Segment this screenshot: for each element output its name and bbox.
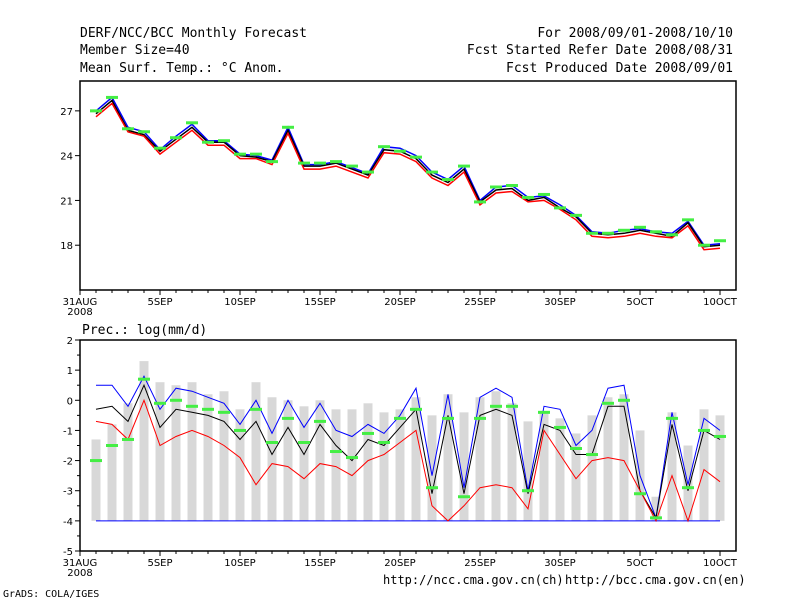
mean-line [95, 99, 721, 248]
ensemble-bar [411, 397, 421, 521]
ensemble-bar [571, 433, 581, 521]
produced-date: Fcst Produced Date 2008/09/01 [506, 61, 733, 76]
ncc-url[interactable]: http://ncc.cma.gov.cn(ch) [383, 573, 564, 587]
x-tick-label: 30SEP [544, 558, 575, 569]
ensemble-bar [395, 409, 405, 521]
ensemble-bar [267, 397, 277, 521]
ensemble-bar [715, 415, 725, 521]
ensemble-bar [299, 406, 309, 521]
member-size: Member Size=40 [80, 43, 190, 58]
x-tick-label: 5SEP [147, 297, 172, 308]
y-tick-label: 21 [60, 196, 73, 207]
y-tick-label: -1 [63, 426, 73, 437]
ensemble-bar [667, 412, 677, 521]
x-tick-label: 5OCT [626, 297, 654, 308]
ensemble-bar [443, 394, 453, 521]
y-tick-label: -2 [63, 457, 73, 468]
lower-line [95, 102, 721, 251]
lower-line [95, 398, 721, 523]
bcc-url[interactable]: http://bcc.cma.gov.cn(en) [565, 573, 746, 587]
ensemble-bar [363, 403, 373, 521]
ensemble-bar [331, 409, 341, 521]
x-tick-label: 20SEP [384, 297, 415, 308]
ensemble-bar [171, 385, 181, 521]
mean-line [95, 383, 721, 520]
ensemble-bar [315, 400, 325, 521]
temperature-panel [75, 80, 737, 295]
ensemble-bar [235, 409, 245, 521]
x-tick-label: 10SEP [224, 297, 255, 308]
ensemble-bar [587, 415, 597, 521]
x-tick-label: 15SEP [304, 297, 335, 308]
x-tick-label: 30SEP [544, 297, 575, 308]
x-tick-label: 20SEP [384, 558, 415, 569]
ensemble-bar [283, 400, 293, 521]
x-year-label: 2008 [67, 307, 92, 318]
x-tick-label: 10OCT [703, 297, 738, 308]
ensemble-bar [347, 409, 357, 521]
x-tick-label: 25SEP [464, 297, 495, 308]
upper-line [95, 96, 721, 246]
y-tick-label: -3 [63, 487, 73, 498]
plot-frame [79, 80, 737, 291]
chart-title: DERF/NCC/BCC Monthly Forecast [80, 26, 307, 41]
y-tick-label: 1 [67, 366, 73, 377]
ensemble-bar [219, 391, 229, 521]
x-tick-label: 31AUG [63, 558, 98, 569]
ensemble-bar [507, 403, 517, 521]
ensemble-bar [107, 424, 117, 521]
x-tick-label: 10SEP [224, 558, 255, 569]
precip-panel [75, 339, 737, 556]
ensemble-bar [459, 412, 469, 521]
grads-credit: GrADS: COLA/IGES [3, 589, 100, 600]
ensemble-bar [187, 382, 197, 521]
ensemble-bar [603, 397, 613, 521]
ensemble-bar [491, 391, 501, 521]
variable-label: Mean Surf. Temp.: °C Anom. [80, 61, 284, 76]
y-tick-label: 24 [60, 152, 73, 163]
x-tick-label: 31AUG [63, 297, 98, 308]
y-tick-label: -5 [63, 547, 73, 558]
x-tick-label: 5SEP [147, 558, 172, 569]
y-tick-label: 27 [60, 107, 73, 118]
refer-date: Fcst Started Refer Date 2008/08/31 [466, 43, 733, 58]
ensemble-bar [475, 397, 485, 521]
ensemble-bar [203, 394, 213, 521]
ensemble-bar [155, 382, 165, 521]
ensemble-bar [91, 439, 101, 521]
ensemble-bar [619, 394, 629, 521]
y-tick-label: -4 [63, 517, 73, 528]
x-tick-label: 15SEP [304, 558, 335, 569]
x-tick-label: 25SEP [464, 558, 495, 569]
upper-line [96, 375, 721, 520]
y-tick-label: 18 [60, 241, 73, 252]
ensemble-bar [539, 412, 549, 521]
ensemble-bar [651, 496, 661, 521]
ensemble-bar [427, 415, 437, 521]
ensemble-bar [699, 409, 709, 521]
x-year-label: 2008 [67, 568, 92, 579]
ensemble-bar [555, 418, 565, 521]
precip-title: Prec.: log(mm/d) [82, 323, 207, 338]
ensemble-bar [523, 421, 533, 521]
ensemble-bar [251, 382, 261, 521]
y-tick-label: 2 [67, 336, 73, 347]
y-tick-label: 0 [67, 396, 73, 407]
ensemble-bar [379, 412, 389, 521]
x-tick-label: 10OCT [703, 558, 738, 569]
ensemble-bar [123, 403, 133, 521]
forecast-period: For 2008/09/01-2008/10/10 [537, 26, 733, 41]
x-tick-label: 5OCT [626, 558, 654, 569]
ensemble-bar [139, 361, 149, 521]
